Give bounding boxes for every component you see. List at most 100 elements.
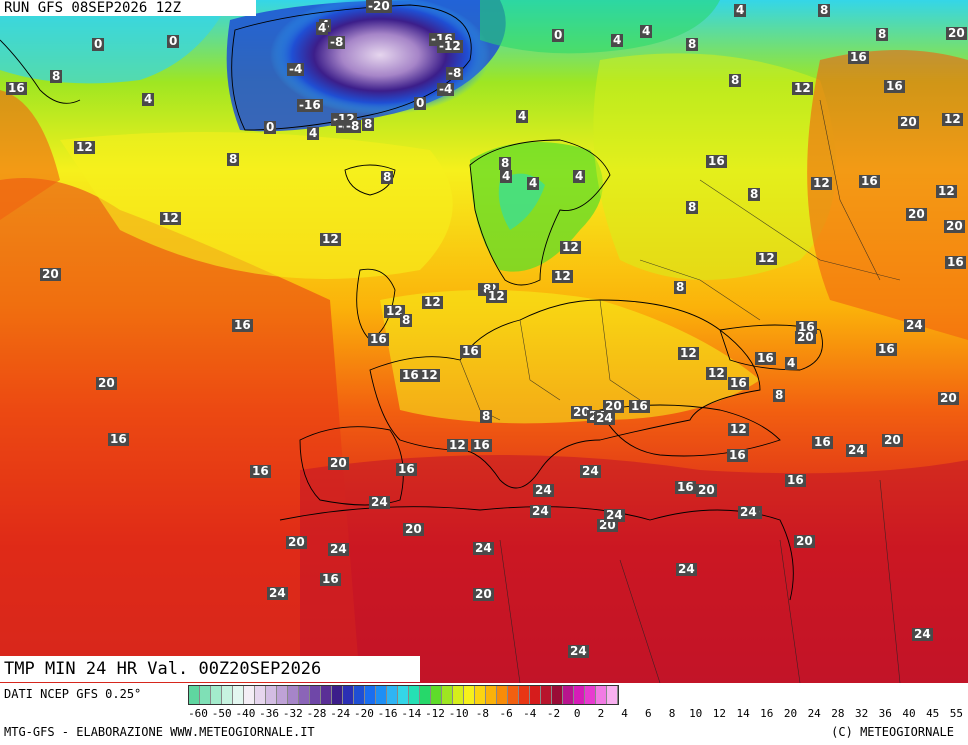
isotherm-label: -4 [287, 62, 305, 76]
isotherm-label: 12 [447, 438, 468, 452]
isotherm-label: 4 [611, 33, 624, 47]
isotherm-label: 16 [706, 154, 727, 168]
isotherm-label: 16 [876, 342, 897, 356]
isotherm-label: 8 [400, 313, 413, 327]
isotherm-label: 4 [307, 126, 320, 140]
isotherm-label: 8 [773, 388, 786, 402]
scale-swatch [607, 686, 618, 704]
scale-swatch [354, 686, 365, 704]
isotherm-label: 20 [40, 267, 61, 281]
scale-swatch [431, 686, 442, 704]
scale-tick-label: -10 [448, 707, 469, 720]
scale-tick-label: -20 [353, 707, 374, 720]
isotherm-label: 24 [738, 505, 759, 519]
isotherm-label: 16 [785, 473, 806, 487]
scale-tick-label: 10 [689, 707, 703, 720]
atlantic-orange [0, 90, 60, 220]
scale-tick-label: 8 [668, 707, 676, 720]
isotherm-label: 20 [571, 405, 592, 419]
scale-tick-label: 32 [854, 707, 869, 720]
scale-swatch [596, 686, 607, 704]
scale-tick-label: -36 [259, 707, 280, 720]
isotherm-label: 16 [471, 438, 492, 452]
isotherm-label: -12 [437, 39, 463, 53]
isotherm-label: 12 [419, 368, 440, 382]
isotherm-label: 12 [384, 304, 405, 318]
isotherm-label: 12 [936, 184, 957, 198]
isotherm-label: 8 [227, 152, 240, 166]
scale-swatch [563, 686, 574, 704]
scale-tick-label: 36 [878, 707, 892, 720]
isotherm-label: 8 [876, 27, 889, 41]
isotherm-label: 16 [368, 332, 389, 346]
isotherm-label: 12 [320, 232, 341, 246]
isotherm-label: 4 [316, 21, 329, 35]
isotherm-label: 12 [811, 176, 832, 190]
isotherm-label: 16 [108, 432, 129, 446]
isotherm-label: 16 [250, 464, 271, 478]
isotherm-label: 12 [706, 366, 727, 380]
isotherm-label: 0 [264, 120, 277, 134]
isotherm-label: 20 [882, 433, 903, 447]
scale-swatch [530, 686, 541, 704]
scale-swatch [420, 686, 431, 704]
scale-swatch [310, 686, 321, 704]
isotherm-label: 24 [568, 644, 589, 658]
isotherm-label: 24 [676, 562, 697, 576]
isotherm-label: 16 [396, 462, 417, 476]
north-yellow [60, 132, 453, 279]
credit-left: MTG-GFS - ELABORAZIONE WWW.METEOGIORNALE… [4, 725, 315, 739]
isotherm-label: -8 [446, 66, 464, 80]
scale-tick-label: -14 [401, 707, 422, 720]
isotherm-label: 20 [328, 456, 349, 470]
scale-swatch [244, 686, 255, 704]
scale-tick-label: 20 [783, 707, 798, 720]
isotherm-label: 16 [629, 399, 650, 413]
isotherm-label: 16 [812, 435, 833, 449]
isotherm-label: -8 [328, 35, 346, 49]
arctic-green [480, 0, 720, 54]
borders [459, 99, 901, 683]
isotherm-label: 0 [552, 28, 565, 42]
isotherm-label: 12 [728, 422, 749, 436]
isotherm-label: 24 [912, 627, 933, 641]
scale-tick-label: -60 [188, 707, 208, 720]
arctic-cyan [0, 0, 230, 84]
isotherm-label: 16 [320, 572, 341, 586]
scale-swatch [277, 686, 288, 704]
scale-tick-label: 28 [831, 707, 845, 720]
isotherm-label: 4 [785, 356, 798, 370]
isotherm-label: 16 [728, 376, 749, 390]
scale-tick-label: 0 [573, 707, 581, 720]
scale-tick-label: 6 [644, 707, 652, 720]
isotherm-label: 4 [142, 92, 155, 106]
scale-swatch [288, 686, 299, 704]
scale-tick-label: 14 [736, 707, 750, 720]
scale-swatch [233, 686, 244, 704]
color-scale-ticks: -60 -50 -40 -36 -32 -28 -24 -20 -16 -14 -12 -10 -8 -6… [188, 707, 968, 721]
isotherm-label: 20 [286, 535, 307, 549]
scale-swatch [255, 686, 266, 704]
isotherm-label: 16 [6, 81, 27, 95]
scale-swatch [409, 686, 420, 704]
isotherm-label: 24 [904, 318, 925, 332]
scale-swatch [299, 686, 310, 704]
isotherm-label: 8 [686, 37, 699, 51]
scale-swatch [387, 686, 398, 704]
isotherm-label: 20 [898, 115, 919, 129]
isotherm-label: 12 [678, 346, 699, 360]
isotherm-label: 8 [729, 73, 742, 87]
scale-tick-label: -16 [377, 707, 398, 720]
data-source-label: DATI NCEP GFS 0.25° [4, 687, 142, 701]
scale-tick-label: -6 [499, 707, 513, 720]
scale-swatch [332, 686, 343, 704]
isotherm-label: 8 [499, 156, 512, 170]
isotherm-label: 0 [167, 34, 180, 48]
scale-swatch [475, 686, 486, 704]
isotherm-label: 12 [552, 269, 573, 283]
isotherm-label: 24 [369, 495, 390, 509]
scale-tick-label: -24 [330, 707, 351, 720]
isotherm-label: 24 [580, 464, 601, 478]
isotherm-label: 12 [560, 240, 581, 254]
isotherm-label: 8 [480, 409, 493, 423]
